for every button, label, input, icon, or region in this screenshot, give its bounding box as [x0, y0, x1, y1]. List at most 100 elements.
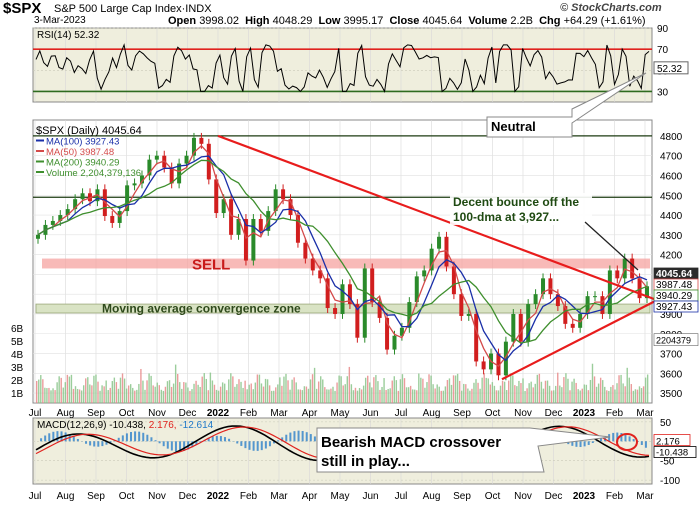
macd-histogram-bar: [599, 438, 602, 442]
volume-bar: [342, 385, 344, 403]
candle-body: [541, 278, 546, 295]
volume-bar: [461, 390, 463, 403]
macd-histogram-bar: [305, 432, 308, 442]
volume-bar: [66, 374, 69, 403]
macd-histogram-bar: [575, 441, 578, 447]
macd-x-tick-label: Apr: [302, 491, 318, 502]
macd-histogram-bar: [268, 441, 271, 447]
volume-bar: [620, 374, 622, 403]
volume-bar: [440, 390, 442, 403]
macd-x-tick-label: Aug: [57, 491, 75, 502]
volume-bar: [273, 390, 275, 403]
volume-bar: [326, 389, 328, 403]
volume-bar: [405, 387, 408, 403]
volume-bar: [103, 386, 105, 403]
neutral-annotation: Neutral: [491, 119, 536, 134]
macd-histogram-bar: [195, 441, 198, 445]
candle-body: [169, 167, 174, 184]
candle-body: [273, 189, 278, 212]
volume-bar: [346, 376, 348, 403]
candle-body: [132, 183, 137, 186]
candle-body: [333, 308, 338, 314]
macd-histogram-bar: [608, 434, 611, 442]
volume-bar: [42, 379, 44, 403]
volume-bar: [150, 375, 152, 403]
index-name: S&P 500 Large Cap Index·INDX: [54, 3, 212, 15]
volume-bar: [395, 380, 398, 403]
macd-histogram-bar: [632, 439, 635, 442]
volume-bar: [569, 390, 571, 403]
volume-bar: [179, 382, 181, 403]
volume-bar: [164, 386, 167, 403]
volume-bar: [119, 377, 122, 403]
candle-body: [414, 276, 419, 303]
volume-bar: [379, 389, 381, 403]
macd-signal-value: 2.176: [656, 437, 680, 448]
volume-bar: [581, 388, 583, 403]
macd-x-tick-label: Jul: [29, 491, 42, 502]
volume-bar: [78, 389, 81, 403]
volume-bar: [548, 385, 551, 403]
price-y-tick-label: 4500: [660, 191, 683, 202]
volume-bar: [152, 385, 154, 403]
volume-bar: [60, 377, 62, 403]
macd-histogram-bar: [571, 441, 574, 446]
macd-histogram-bar: [293, 431, 296, 442]
volume-bar: [191, 389, 193, 403]
candle-body: [80, 193, 85, 200]
macd-histogram-bar: [52, 431, 55, 442]
volume-bar: [422, 378, 424, 403]
volume-bar: [115, 382, 118, 403]
candle-body: [50, 220, 55, 225]
volume-bar: [471, 388, 473, 403]
volume-bar: [593, 376, 596, 403]
volume-bar: [495, 390, 498, 403]
volume-bar: [123, 378, 126, 403]
volume-bar: [397, 390, 400, 403]
volume-bar: [371, 387, 373, 403]
volume-bar: [483, 373, 485, 403]
candle-body: [154, 155, 159, 160]
volume-bar: [256, 374, 259, 403]
candle-body: [645, 286, 649, 299]
open-value: 3998.02: [199, 15, 239, 27]
volume-bar: [491, 382, 494, 403]
volume-bar: [369, 382, 371, 403]
volume-bar: [420, 377, 422, 403]
volume-bar: [127, 385, 130, 403]
macd-histogram-bar: [612, 432, 615, 442]
volume-bar: [142, 380, 144, 403]
volume-bar: [610, 386, 612, 403]
volume-bar: [614, 389, 616, 403]
price-x-tick-label: Mar: [636, 408, 654, 419]
volume-bar: [624, 386, 626, 403]
volume-bar: [324, 387, 326, 403]
volume-bar: [508, 380, 510, 403]
volume-bar: [36, 381, 38, 403]
candle-body: [496, 353, 501, 376]
candle-body: [563, 306, 568, 324]
price-legend: $SPX (Daily) 4045.64: [36, 125, 142, 137]
volume-bar: [642, 386, 645, 403]
volume-bar: [125, 388, 128, 403]
volume-bar: [436, 384, 438, 403]
volume-bar: [54, 390, 56, 403]
volume-bar: [616, 383, 618, 403]
macd-y-tick-label: -100: [660, 476, 680, 487]
candle-body: [370, 268, 375, 303]
volume-bar: [213, 384, 216, 403]
volume-bar: [226, 390, 228, 403]
volume-bar: [260, 383, 263, 403]
candle-body: [637, 278, 642, 299]
macd-annotation-line1: Bearish MACD crossover: [321, 434, 501, 451]
volume-bar: [411, 389, 414, 403]
macd-histogram-bar: [154, 440, 157, 442]
macd-signal-value-box: [653, 434, 691, 446]
volume-bar: [264, 378, 267, 403]
volume-bar: [358, 387, 361, 403]
volume-bar: [567, 378, 569, 403]
volume-bar: [74, 386, 77, 403]
candle-body: [236, 218, 241, 235]
volume-bar: [520, 383, 522, 403]
price-x-tick-label: Sep: [453, 408, 471, 419]
